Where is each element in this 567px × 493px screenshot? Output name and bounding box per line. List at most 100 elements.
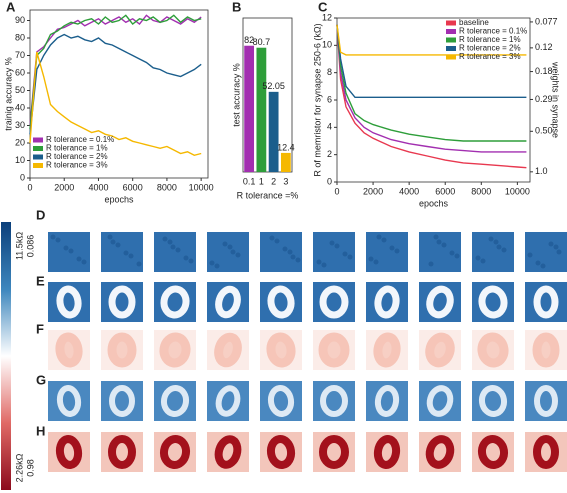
digit-shape (267, 385, 295, 417)
y-tick-label: 12 (322, 12, 332, 22)
digit-shape (319, 285, 349, 319)
image-tile (366, 232, 408, 272)
legend-label: R tolerance = 3% (46, 161, 108, 170)
noise (55, 237, 61, 243)
y-axis-label: test accuracy % (231, 63, 241, 127)
y2-tick-label: 0.18 (535, 66, 553, 76)
y-tick-label: 10 (322, 40, 332, 50)
bar (268, 91, 279, 172)
noise (110, 239, 116, 245)
noise (556, 249, 562, 255)
y2-tick-label: 1.0 (535, 166, 548, 176)
legend-swatch (33, 163, 43, 168)
x-tick-label: 0 (27, 182, 32, 192)
digit-shape (532, 332, 560, 368)
digit-shape (56, 385, 82, 417)
panel-label: G (36, 372, 46, 387)
noise (290, 254, 296, 260)
colorbar (1, 222, 11, 490)
noise (553, 244, 559, 250)
series-line (29, 14, 202, 130)
noise (222, 241, 228, 247)
y2-tick-label: 0.29 (535, 94, 553, 104)
digit-shape (266, 435, 296, 469)
series-line (336, 24, 527, 56)
image-tile (313, 232, 355, 272)
digit-shape (56, 285, 82, 319)
digit-shape (426, 285, 454, 319)
colorbar-label: 0.98 (25, 459, 35, 477)
legend-label: R tolerance = 1% (46, 144, 108, 153)
y-tick-label: 20 (15, 137, 25, 147)
noise (334, 243, 340, 249)
legend-swatch (446, 37, 456, 43)
noise (227, 244, 233, 250)
noise (136, 261, 142, 267)
digit-shape (374, 285, 400, 319)
noise (493, 239, 499, 245)
bar (244, 45, 255, 172)
y-tick-label: 60 (15, 67, 25, 77)
noise (115, 242, 121, 248)
y2-tick-label: 0.12 (535, 42, 553, 52)
digit-shape (426, 385, 454, 417)
digit-shape (159, 332, 191, 368)
noise (170, 244, 176, 250)
x-tick-label: 0 (334, 186, 339, 196)
x-tick-label: 8000 (471, 186, 491, 196)
legend-label: R tolerance = 3% (459, 52, 521, 61)
panel-label: C (318, 0, 328, 14)
noise (107, 234, 113, 240)
legend-swatch (446, 54, 456, 60)
legend-swatch (33, 154, 43, 160)
x-tick-label: 6000 (435, 186, 455, 196)
y-tick-label: 0 (20, 172, 25, 182)
series-line (29, 33, 202, 135)
y-axis-label: R of memristor for synapse 250-6 (kΩ) (312, 23, 322, 176)
digit-shape (533, 285, 559, 319)
panel-label: F (36, 321, 44, 336)
digit-shape (107, 332, 137, 368)
digit-shape (318, 332, 350, 368)
x-axis-label: R tolerance =% (237, 190, 299, 200)
noise (269, 235, 275, 241)
noise (501, 247, 507, 253)
bar (256, 47, 267, 172)
x-axis-label: epochs (419, 198, 449, 208)
image-tile (154, 232, 196, 272)
y2-tick-label: 0.077 (535, 16, 558, 26)
x-tick-label: 4000 (88, 182, 108, 192)
digit-shape (374, 385, 400, 417)
x-tick-label: 6000 (123, 182, 143, 192)
y-tick-label: 70 (15, 50, 25, 60)
digit-shape (55, 332, 83, 368)
panel-label: E (36, 273, 45, 288)
x-tick-label: 1 (259, 176, 264, 186)
legend-label: R tolerance = 0.1% (459, 27, 527, 36)
digit-shape (160, 385, 190, 417)
x-tick-label: 0.1 (243, 176, 256, 186)
y-tick-label: 50 (15, 85, 25, 95)
noise (376, 234, 382, 240)
digit-shape (320, 385, 348, 417)
y-tick-label: 8 (327, 67, 332, 77)
y-tick-label: 4 (327, 122, 332, 132)
noise (535, 260, 541, 266)
panel-label: D (36, 207, 45, 222)
noise (76, 256, 82, 262)
panel-label: H (36, 423, 45, 438)
noise (162, 236, 168, 242)
noise (235, 252, 241, 258)
noise (167, 239, 173, 245)
legend-label: R tolerance = 2% (46, 152, 108, 161)
noise (454, 253, 460, 259)
noise (209, 260, 215, 266)
noise (316, 259, 322, 265)
panel-label: B (232, 0, 241, 14)
noise (183, 255, 189, 261)
image-tile (260, 232, 302, 272)
noise (81, 259, 87, 265)
x-tick-label: 10000 (189, 182, 214, 192)
legend-swatch (446, 29, 456, 34)
noise (436, 239, 442, 245)
